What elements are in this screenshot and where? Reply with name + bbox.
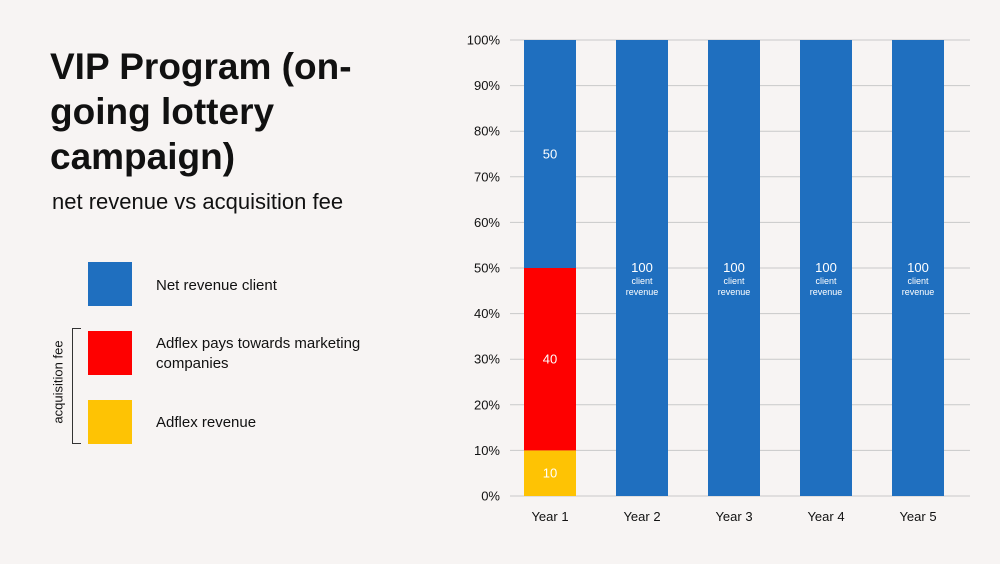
bar-data-label: 100 [907, 260, 929, 275]
bar-segment [524, 268, 576, 451]
bar-segment [524, 450, 576, 496]
y-tick-label: 60% [474, 215, 500, 230]
x-tick-label: Year 4 [807, 509, 844, 524]
bar-data-sublabel: client [907, 276, 929, 286]
legend-label-marketing: Adflex pays towards marketing companies [156, 335, 361, 372]
y-tick-label: 10% [474, 443, 500, 458]
bar-data-label: 10 [543, 466, 557, 481]
legend-label-net-revenue: Net revenue client [156, 277, 277, 294]
bar-data-sublabel: client [631, 276, 653, 286]
bar-segment [708, 40, 760, 496]
bar-segment [892, 40, 944, 496]
page-title: VIP Program (on-going lottery campaign) [50, 46, 352, 177]
bar-data-label: 100 [815, 260, 837, 275]
acquisition-fee-bracket [72, 328, 81, 444]
x-tick-label: Year 3 [715, 509, 752, 524]
legend: Net revenue client Adflex pays towards m… [40, 262, 400, 462]
bar-data-sublabel: revenue [902, 287, 935, 297]
y-tick-label: 40% [474, 306, 500, 321]
x-tick-label: Year 5 [899, 509, 936, 524]
stacked-bar-chart: 0% 10% 20% 30% 40% 50% 60% 70% 80% 90% 100% 10 40 50 Y… [467, 33, 970, 524]
x-tick-label: Year 2 [623, 509, 660, 524]
bar-data-label: 50 [543, 147, 557, 162]
y-tick-label: 50% [474, 261, 500, 276]
bar-data-sublabel: revenue [626, 287, 659, 297]
y-tick-label: 30% [474, 352, 500, 367]
page-subtitle: net revenue vs acquisition fee [52, 189, 344, 214]
bar-segment [524, 40, 576, 268]
y-tick-label: 100% [467, 33, 501, 48]
bar-segment [800, 40, 852, 496]
legend-swatch-adflex-revenue [88, 400, 132, 444]
y-tick-label: 80% [474, 124, 500, 139]
legend-label-adflex-revenue: Adflex revenue [156, 414, 257, 431]
x-tick-label: Year 1 [531, 509, 568, 524]
bar-data-sublabel: client [815, 276, 837, 286]
bar-data-sublabel: revenue [718, 287, 751, 297]
y-tick-label: 20% [474, 397, 500, 412]
y-tick-label: 0% [481, 489, 500, 504]
bar-data-sublabel: client [723, 276, 745, 286]
legend-swatch-marketing [88, 331, 132, 375]
acquisition-fee-label: acquisition fee [50, 340, 66, 424]
bar-data-label: 100 [723, 260, 745, 275]
y-tick-label: 70% [474, 169, 500, 184]
legend-swatch-net-revenue [88, 262, 132, 306]
bar-data-sublabel: revenue [810, 287, 843, 297]
bar-data-label: 40 [543, 352, 557, 367]
y-tick-label: 90% [474, 78, 500, 93]
bar-segment [616, 40, 668, 496]
bar-data-label: 100 [631, 260, 653, 275]
